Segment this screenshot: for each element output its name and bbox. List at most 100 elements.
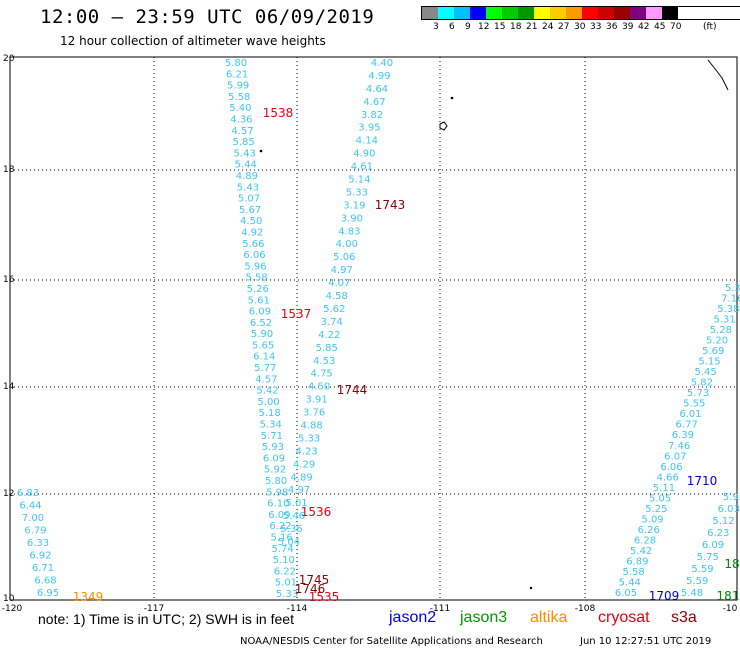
wave-height-value: 4.89 <box>236 171 258 182</box>
legend-labels: 3 6 9 12 15 18 21 24 27 30 33 36 39 42 45 70 (ft) <box>421 20 740 32</box>
wave-height-value: 3.91 <box>306 395 328 406</box>
wave-height-value: 5.59 <box>691 564 713 575</box>
wave-height-value: 6.39 <box>672 430 694 441</box>
pass-time-label: 1349 <box>73 590 104 604</box>
island <box>439 121 448 131</box>
altimeter-track: 5.806.215.995.585.404.364.575.855.435.44… <box>225 58 298 600</box>
wave-height-value: 5.55 <box>683 399 705 410</box>
wave-height-value: 5.33 <box>276 589 298 600</box>
island <box>450 96 454 100</box>
wave-height-value: 5.77 <box>254 363 276 374</box>
map-frame <box>9 56 738 601</box>
legend-swatch <box>630 7 646 19</box>
legend-swatches <box>421 6 740 20</box>
latitude-label: 20 <box>3 54 15 64</box>
latitude-label: 14 <box>3 382 15 392</box>
longitude-label: -114 <box>287 604 308 614</box>
altimeter-track: 4.40 4.99 4.64 4.67 3.82 3.95 4.14 4.90 4.61 5.14… <box>278 58 393 548</box>
wave-height-value: 4.83 <box>338 226 360 237</box>
latitude-label: 12 <box>3 489 14 499</box>
wave-height-value: 5.40 <box>229 103 251 114</box>
wave-height-value: 4.99 <box>368 71 390 82</box>
longitude-label: -120 <box>2 604 23 614</box>
pass-time-label: 18 <box>724 557 739 571</box>
wave-height-value: 6.01 <box>679 409 701 420</box>
legend-label: 24 <box>542 22 554 32</box>
wave-height-value: 6.05 <box>615 588 637 599</box>
wave-height-value: 6.09 <box>249 307 271 318</box>
legend-swatch <box>582 7 598 19</box>
wave-height-value: 6.09 <box>263 453 285 464</box>
pass-time-label: 1744 <box>337 383 368 397</box>
wave-height-value: 6.14 <box>253 352 275 363</box>
wave-height-value: 4.97 <box>288 485 310 496</box>
wave-height-value: 5.43 <box>237 182 259 193</box>
wave-height-value: 5.58 <box>245 273 267 284</box>
wave-height-value: 5.25 <box>645 504 667 515</box>
wave-height-value: 5.42 <box>630 546 652 557</box>
wave-height-value: 6.10 <box>267 499 289 510</box>
pass-time-label: 1535 <box>309 590 340 604</box>
wave-height-value: 4.88 <box>300 420 322 431</box>
wave-height-value: 6.92 <box>29 551 51 562</box>
legend-label: 39 <box>622 22 634 32</box>
wave-height-value: 4.22 <box>318 330 340 341</box>
wave-height-value: 5.12 <box>712 516 734 527</box>
footer-org: NOAA/NESDIS Center for Satellite Applica… <box>240 636 543 647</box>
wave-height-value: 6.71 <box>32 563 54 574</box>
wave-height-value: 4.58 <box>326 291 348 302</box>
latitude-label: 10 <box>3 594 15 604</box>
wave-height-value: 5.44 <box>235 160 257 171</box>
legend-label: 27 <box>558 22 570 32</box>
wave-height-value: 4.53 <box>313 356 335 367</box>
wave-height-value: 5.06 <box>333 252 355 263</box>
wave-height-value: 4.50 <box>240 216 262 227</box>
wave-height-value: 5.01 <box>275 578 297 589</box>
legend-swatch <box>566 7 582 19</box>
pass-time-label: 1710 <box>687 474 718 488</box>
wave-height-value: 5.66 <box>242 239 264 250</box>
pass-time-label: 1536 <box>301 505 332 519</box>
wave-height-value: 4.36 <box>230 114 252 125</box>
legend-label: 9 <box>465 22 471 32</box>
wave-height-value: 6.33 <box>27 538 49 549</box>
wave-height-value: 4.50 <box>308 382 330 393</box>
wave-height-value: 4.07 <box>328 278 350 289</box>
wave-height-value: 4.97 <box>331 265 353 276</box>
wave-height-value: 6.21 <box>226 69 248 80</box>
wave-height-value: 6.52 <box>250 318 272 329</box>
wave-height-value: 6.44 <box>19 501 41 512</box>
footer-timestamp: Jun 10 12:27:51 UTC 2019 <box>580 636 712 647</box>
wave-height-value: 6.83 <box>17 488 39 499</box>
wave-height-value: 5.62 <box>323 304 345 315</box>
wave-height-value: 6.07 <box>664 451 686 462</box>
legend-swatch <box>598 7 614 19</box>
wave-height-value: 5.93 <box>262 442 284 453</box>
wave-height-value: 5.99 <box>227 81 249 92</box>
wave-height-value: 5.92 <box>264 465 286 476</box>
legend-label: 33 <box>590 22 602 32</box>
legend-label: 21 <box>526 22 538 32</box>
wave-height-value: 5.61 <box>248 295 270 306</box>
wave-height-value: 4.23 <box>295 446 317 457</box>
wave-height-value: 4.61 <box>351 162 373 173</box>
wave-height-value: 6.09 <box>268 510 290 521</box>
wave-height-value: 4.40 <box>371 58 393 69</box>
wave-height-value: 6.22 <box>274 566 296 577</box>
wave-height-value: 6.89 <box>626 556 648 567</box>
wave-height-value: 4.90 <box>353 149 375 160</box>
satellite-jason2: jason2 <box>389 609 437 626</box>
wave-height-value: 3.19 <box>343 200 365 211</box>
legend-swatch <box>454 7 470 19</box>
longitude-label: -117 <box>144 604 164 614</box>
wave-height-value: 6.09 <box>702 540 724 551</box>
pass-time-label: 1537 <box>281 307 312 321</box>
wave-height-value: 5.74 <box>272 544 294 555</box>
legend-label: 30 <box>574 22 586 32</box>
wave-height-value: 5.46 <box>283 511 305 522</box>
wave-height-value: 5.07 <box>238 194 260 205</box>
wave-height-value: 5.14 <box>348 175 370 186</box>
wave-height-value: 6.77 <box>676 420 698 431</box>
